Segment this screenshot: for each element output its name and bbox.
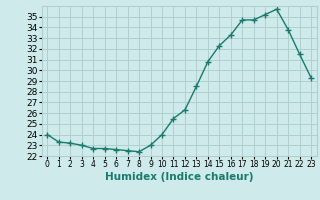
X-axis label: Humidex (Indice chaleur): Humidex (Indice chaleur) bbox=[105, 172, 253, 182]
